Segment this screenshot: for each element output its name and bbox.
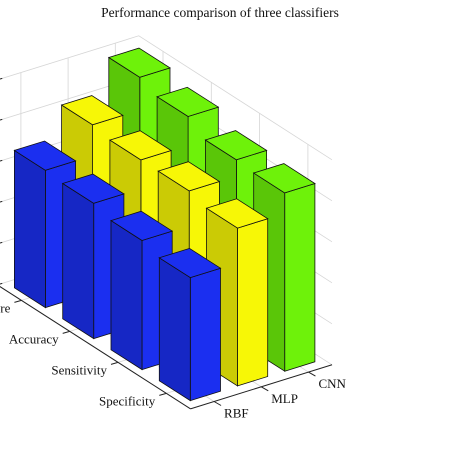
bar-side-face <box>13 149 46 309</box>
bar-side-face <box>158 257 191 402</box>
z-tick-mark <box>0 241 3 244</box>
series-tick-mark <box>213 401 222 406</box>
category-axis-line <box>0 286 191 410</box>
series-label: MLP <box>271 391 298 406</box>
bar-top-face <box>204 130 268 161</box>
bar-rbf-specificity <box>158 247 222 402</box>
gridline-y <box>0 35 333 161</box>
bar-top-face <box>158 247 222 279</box>
bar-front-face <box>237 218 269 387</box>
z-tick-mark <box>0 77 3 80</box>
bar-front-face <box>284 182 316 372</box>
series-label: CNN <box>318 376 346 391</box>
z-tick-mark <box>0 200 3 203</box>
category-label: Accuracy <box>9 331 59 346</box>
category-tick-mark <box>110 361 119 365</box>
chart-title: Performance comparison of three classifi… <box>101 5 339 20</box>
bar-top-face <box>60 95 124 126</box>
bar-top-face <box>157 161 221 192</box>
bar-top-face <box>61 173 125 204</box>
series-tick-mark <box>308 371 316 377</box>
series-label: RBF <box>224 406 249 421</box>
bar-top-face <box>252 163 316 194</box>
bar-top-face <box>108 130 173 161</box>
z-tick-mark <box>0 159 3 162</box>
labels-layer: 020406080100F-ScoreAccuracySensitivitySp… <box>0 300 347 421</box>
category-tick-mark <box>14 299 22 303</box>
bar-side-face <box>62 182 95 340</box>
series-tick-mark <box>261 386 269 392</box>
category-label: Sensitivity <box>51 362 107 377</box>
bar-top-face <box>110 210 174 241</box>
bar-side-face <box>110 219 143 371</box>
z-tick-mark <box>0 118 3 121</box>
bar-top-face <box>13 140 77 171</box>
bar-top-face <box>205 198 269 229</box>
z-tick-mark <box>0 282 3 285</box>
bar-front-face <box>189 267 221 402</box>
category-tick-mark <box>159 392 167 396</box>
bar-top-face <box>107 47 171 78</box>
category-label: Specificity <box>99 393 156 408</box>
bar-top-face <box>156 86 220 117</box>
category-label: F-Score <box>0 300 11 315</box>
bars-layer <box>13 47 316 402</box>
axes-layer <box>0 77 333 410</box>
category-tick-mark <box>62 330 70 334</box>
